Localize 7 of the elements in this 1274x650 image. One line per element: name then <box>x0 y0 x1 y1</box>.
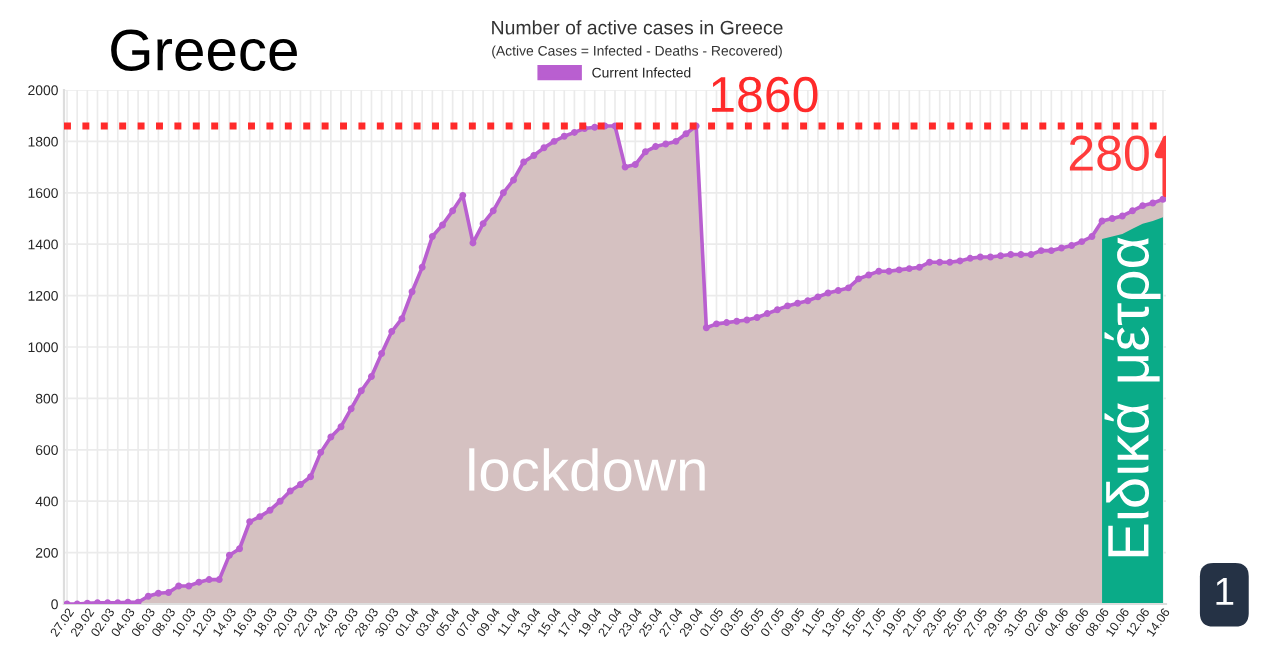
band-label: Ειδικά μέτρα <box>1104 237 1161 557</box>
text: Greece <box>111 29 297 71</box>
text: 1 <box>1216 578 1234 605</box>
annotation: lockdown <box>469 448 705 492</box>
annotation: 280 <box>1069 135 1149 171</box>
ref-line-label: 1860 <box>712 76 818 113</box>
chart-title: Number of active cases in Greece <box>492 20 783 35</box>
